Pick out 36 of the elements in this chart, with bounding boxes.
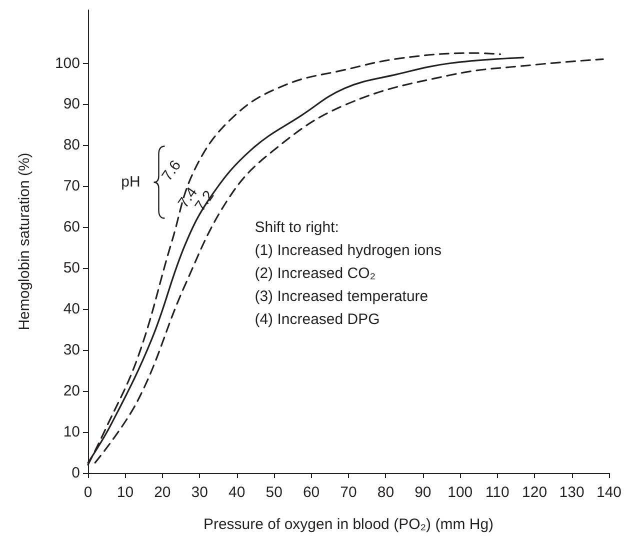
x-tick-label: 140 <box>596 484 622 501</box>
x-tick-label: 70 <box>340 484 357 501</box>
y-tick-label: 100 <box>54 54 80 72</box>
x-tick-label: 110 <box>485 484 510 501</box>
annotation: pH <box>121 174 140 191</box>
y-tick-label: 50 <box>63 260 80 277</box>
y-tick-label: 20 <box>63 382 80 400</box>
y-tick-label: 80 <box>63 136 80 154</box>
y-tick-label: 0 <box>72 464 80 482</box>
x-tick-label: 60 <box>302 484 320 501</box>
y-tick-label: 90 <box>63 96 80 113</box>
annotation: (1) Increased hydrogen ions <box>254 242 442 260</box>
y-axis-title: Hemoglobin saturation (%) <box>16 152 33 330</box>
y-tick-label: 60 <box>63 218 80 236</box>
x-tick-label: 20 <box>154 484 171 501</box>
x-tick-label: 40 <box>228 484 246 501</box>
x-tick-label: 80 <box>377 484 394 501</box>
line-series <box>94 58 604 464</box>
x-tick-label: 100 <box>448 484 473 501</box>
y-tick-label: 30 <box>63 342 80 359</box>
x-axis-title: Pressure of oxygen in blood (PO₂) (mm Hg) <box>203 516 494 533</box>
annotation: (2) Increased CO₂ <box>254 265 376 282</box>
x-tick-label: 10 <box>116 484 134 501</box>
x-tick-label: 120 <box>522 484 548 501</box>
text: 7.6 <box>158 157 185 184</box>
x-tick-label: 0 <box>84 484 92 501</box>
y-tick-label: 70 <box>63 178 80 195</box>
x-tick-label: 30 <box>191 484 208 501</box>
x-tick-label: 90 <box>414 484 432 501</box>
x-tick-label: 130 <box>559 484 584 501</box>
annotation: Shift to right: <box>254 219 339 236</box>
y-tick-label: 10 <box>63 424 80 441</box>
x-tick-label: 50 <box>266 484 282 501</box>
annotation: (4) Increased DPG <box>254 311 380 328</box>
y-tick-label: 40 <box>63 300 80 318</box>
annotation: (3) Increased temperature <box>254 288 428 306</box>
